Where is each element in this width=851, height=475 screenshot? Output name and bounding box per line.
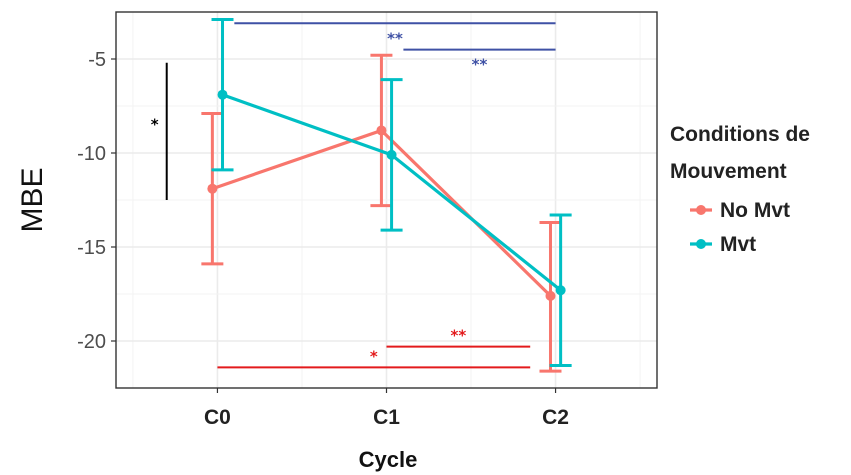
legend-key-point bbox=[696, 205, 706, 215]
grid bbox=[116, 11, 657, 389]
y-tick-label: -10 bbox=[77, 143, 106, 165]
data-point bbox=[217, 89, 228, 100]
x-tick-label: C2 bbox=[542, 406, 569, 429]
legend-label: No Mvt bbox=[720, 199, 790, 222]
significance-label: ** bbox=[451, 327, 467, 345]
significance-label: * bbox=[370, 347, 378, 365]
y-tick-label: -20 bbox=[77, 331, 106, 353]
legend-title-line-2: Mouvement bbox=[670, 160, 787, 183]
y-axis: -5 -10 -15 -20 bbox=[77, 49, 116, 353]
legend-title-line-1: Conditions de bbox=[670, 123, 810, 146]
legend-item: Mvt bbox=[690, 233, 756, 256]
series-mvt bbox=[211, 18, 572, 367]
y-tick-label: -15 bbox=[77, 237, 106, 259]
series-group bbox=[201, 18, 572, 373]
data-point bbox=[555, 285, 566, 296]
legend-key-point bbox=[696, 239, 706, 249]
significance-label: ** bbox=[472, 56, 488, 74]
data-point bbox=[207, 183, 218, 194]
data-point bbox=[386, 149, 397, 160]
legend: Conditions de Mouvement No Mvt Mvt bbox=[670, 123, 810, 256]
y-tick-label: -5 bbox=[88, 49, 106, 71]
x-tick-label: C1 bbox=[373, 406, 400, 429]
x-axis: C0 C1 C2 bbox=[204, 388, 569, 429]
series-no-mvt bbox=[201, 53, 562, 373]
data-point bbox=[545, 290, 556, 301]
significance-annotations: ******** bbox=[151, 22, 556, 369]
significance-label: * bbox=[151, 115, 159, 133]
legend-label: Mvt bbox=[720, 233, 756, 256]
significance-label: ** bbox=[387, 29, 403, 47]
y-axis-title: MBE bbox=[16, 167, 49, 232]
x-tick-label: C0 bbox=[204, 406, 231, 429]
x-axis-title: Cycle bbox=[359, 447, 418, 472]
data-point bbox=[376, 125, 387, 136]
legend-item: No Mvt bbox=[690, 199, 790, 222]
